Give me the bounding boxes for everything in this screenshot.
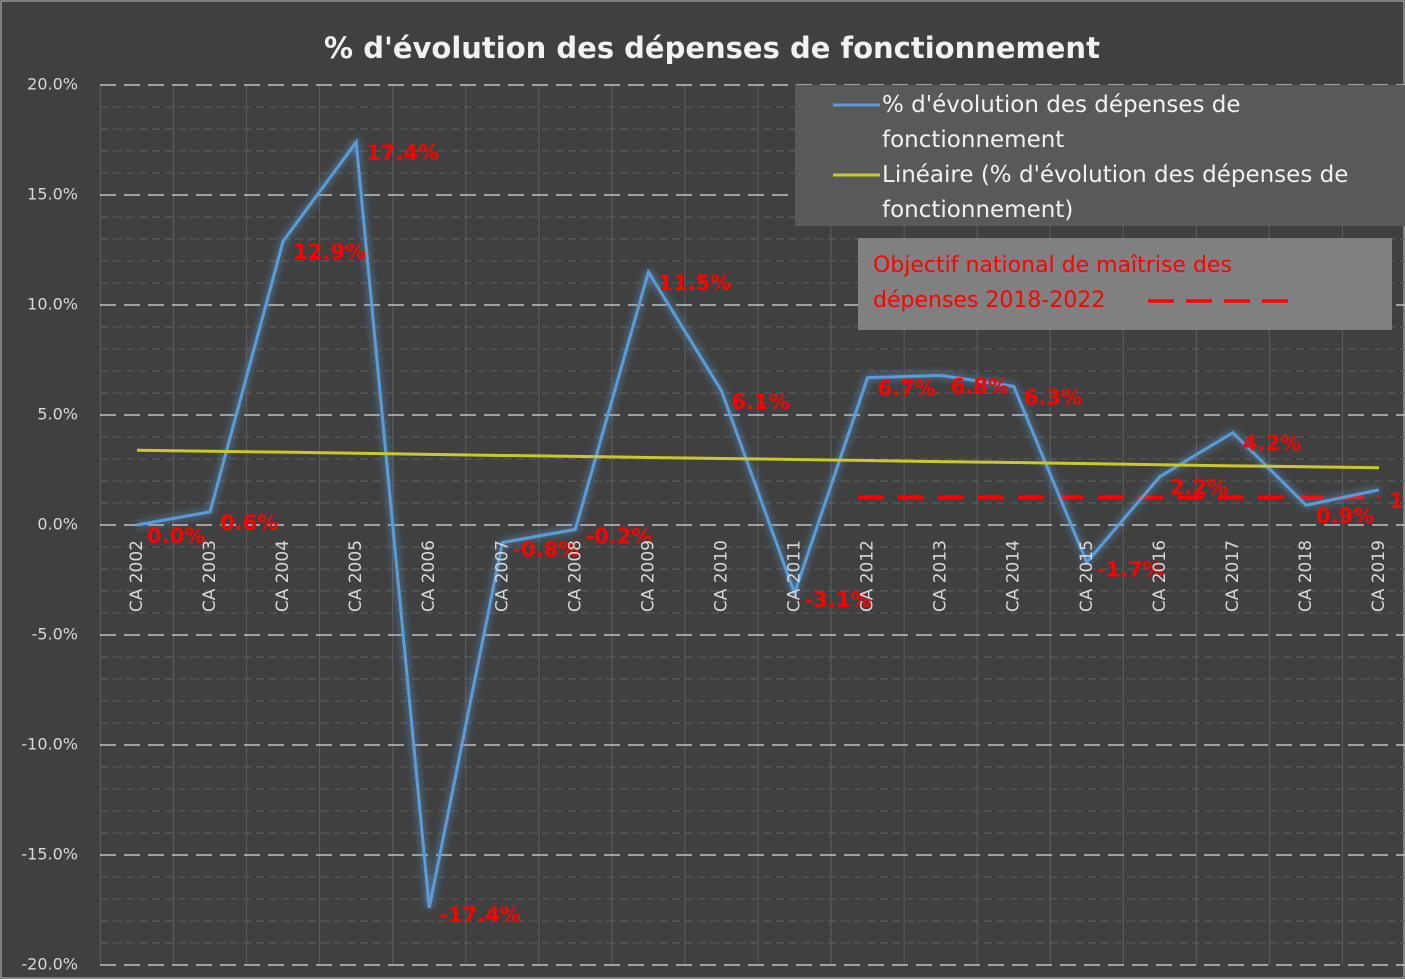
data-label: -0.2%	[585, 524, 652, 548]
data-label: 6.1%	[731, 390, 789, 414]
x-tick-label: CA 2016	[1150, 540, 1170, 612]
data-label: 2.2%	[1170, 476, 1228, 500]
y-tick-label: 15.0%	[27, 185, 78, 204]
data-label: 11.5%	[658, 271, 731, 295]
x-tick-label: CA 2015	[1077, 540, 1097, 612]
chart-title: % d'évolution des dépenses de fonctionne…	[324, 31, 1100, 65]
y-tick-label: -20.0%	[21, 955, 78, 974]
data-label: 6.3%	[1024, 385, 1082, 409]
data-label: 0.9%	[1316, 504, 1374, 528]
data-label: 1.6%	[1389, 489, 1405, 513]
y-tick-label: -5.0%	[32, 625, 78, 644]
data-label: -3.1%	[805, 588, 872, 612]
annotation-text: dépenses 2018-2022	[873, 288, 1105, 313]
data-label: 4.2%	[1243, 432, 1301, 456]
x-tick-label: CA 2019	[1369, 540, 1389, 612]
x-tick-label: CA 2014	[1004, 540, 1024, 612]
trend-line	[136, 448, 1380, 470]
y-tick-label: 10.0%	[27, 295, 78, 314]
data-label: -17.4%	[439, 903, 521, 927]
y-tick-label: 5.0%	[37, 405, 78, 424]
x-tick-label: CA 2011	[785, 540, 805, 612]
x-tick-label: CA 2013	[931, 540, 951, 612]
legend-label: Linéaire (% d'évolution des dépenses de f…	[882, 162, 1348, 223]
x-tick-label: CA 2010	[711, 540, 731, 612]
data-label: 0.0%	[147, 524, 205, 548]
data-label: 0.6%	[220, 511, 278, 535]
x-tick-label: CA 2008	[565, 540, 585, 612]
y-tick-label: 20.0%	[27, 75, 78, 94]
x-tick-label: CA 2002	[127, 540, 147, 612]
x-tick-label: CA 2018	[1296, 540, 1316, 612]
legend	[795, 85, 1405, 226]
annotation-box	[858, 238, 1392, 330]
x-tick-label: CA 2004	[273, 540, 293, 612]
data-label: 6.8%	[951, 374, 1009, 398]
x-tick-label: CA 2005	[346, 540, 366, 612]
y-tick-label: -15.0%	[21, 845, 78, 864]
x-tick-label: CA 2003	[200, 540, 220, 612]
legend-label: % d'évolution des dépenses de fonctionnem…	[882, 92, 1241, 153]
data-label: 12.9%	[293, 240, 366, 264]
x-tick-label: CA 2006	[419, 540, 439, 612]
data-label: -1.7%	[1097, 557, 1164, 581]
x-tick-label: CA 2007	[492, 540, 512, 612]
data-label: 17.4%	[366, 141, 439, 165]
annotation-text: Objectif national de maîtrise des	[873, 253, 1232, 278]
x-tick-label: CA 2017	[1223, 540, 1243, 612]
data-line	[136, 138, 1380, 909]
data-label: 6.7%	[878, 377, 936, 401]
y-tick-label: 0.0%	[37, 515, 78, 534]
x-tick-label: CA 2009	[638, 540, 658, 612]
x-tick-label: CA 2012	[858, 540, 878, 612]
y-tick-label: -10.0%	[21, 735, 78, 754]
data-label: -0.8%	[512, 538, 579, 562]
